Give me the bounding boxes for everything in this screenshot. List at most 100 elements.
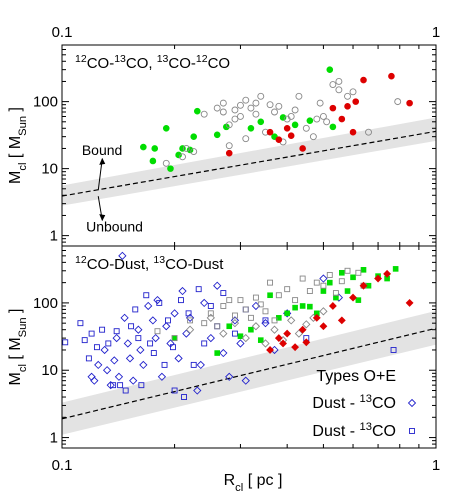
data-point (248, 326, 254, 333)
data-point (320, 282, 327, 289)
legend-title: Types O+E (316, 368, 396, 385)
data-point (85, 355, 92, 362)
data-point (306, 117, 314, 124)
data-point (241, 376, 250, 385)
data-point (299, 275, 306, 282)
data-point (307, 303, 313, 310)
data-point (139, 360, 148, 370)
data-point (134, 325, 143, 334)
data-point (320, 288, 327, 294)
data-point (283, 329, 292, 338)
data-point (267, 279, 274, 286)
plot-area (62, 251, 436, 435)
data-point (329, 123, 337, 131)
panel-title: 12CO-13CO, 13CO-12CO (75, 53, 230, 72)
data-point (349, 293, 357, 302)
data-point (213, 104, 221, 112)
data-point (326, 272, 333, 278)
panel-title-part: 13 (114, 53, 126, 65)
y-axis-label-part: [ M (7, 337, 24, 364)
data-point (149, 157, 157, 165)
data-point (110, 356, 119, 365)
data-point (147, 340, 154, 347)
data-point (292, 297, 299, 304)
data-point (344, 92, 351, 100)
data-point (252, 294, 259, 301)
legend-entry-label-part: 13 (360, 421, 372, 433)
data-point (231, 106, 239, 114)
series-2 (171, 266, 399, 356)
data-point (319, 322, 328, 331)
data-point (266, 128, 274, 136)
data-point (88, 330, 95, 337)
x-tick-label: 0.1 (52, 24, 73, 41)
x-axis-label-part: [ pc ] (243, 472, 282, 489)
data-point (178, 297, 184, 304)
data-point (335, 86, 343, 94)
data-point (171, 387, 178, 394)
data-point (214, 323, 221, 330)
data-point (90, 376, 99, 385)
data-point (207, 310, 214, 317)
x-tick-label: 1 (432, 24, 440, 41)
axis-titles: Rcl [ pc ] (224, 472, 283, 494)
y-axis-label-part: ] (7, 107, 24, 116)
data-point (279, 339, 287, 348)
data-point (295, 92, 303, 100)
data-point (154, 328, 161, 335)
data-point (231, 330, 238, 337)
series-0 (140, 66, 337, 172)
data-point (135, 335, 142, 342)
legend-entry-label-part: CO (372, 423, 396, 440)
legend-marker (407, 398, 417, 408)
data-point (392, 266, 399, 272)
data-point (231, 115, 239, 123)
data-point (207, 303, 214, 309)
data-point (335, 78, 343, 85)
data-point (237, 297, 244, 304)
data-point (262, 317, 269, 324)
y-axis-label-part: [ M (7, 136, 24, 163)
data-point (87, 372, 96, 381)
data-point (161, 361, 168, 368)
data-point (319, 307, 328, 316)
data-point (323, 118, 331, 126)
data-point (344, 267, 351, 274)
data-point (190, 361, 197, 368)
y-axis-label-part: M (7, 372, 24, 385)
data-point (302, 320, 311, 329)
data-point (374, 274, 382, 283)
data-point (77, 320, 84, 327)
data-point (294, 329, 304, 338)
data-point (262, 308, 269, 315)
data-point (225, 142, 233, 150)
data-point (266, 346, 274, 354)
panel-title-part: 13 (153, 254, 165, 266)
data-point (178, 286, 187, 296)
data-point (171, 335, 178, 342)
data-point (138, 382, 145, 389)
data-point (190, 133, 198, 140)
legend-entry-label: Dust - 13CO (312, 421, 396, 440)
x-axis-label-part: cl (235, 482, 243, 494)
y-axis-label-part: Sun (17, 317, 29, 337)
data-point (181, 394, 187, 400)
data-point (312, 313, 321, 322)
y-tick-label: 100 (33, 295, 58, 312)
data-point (113, 328, 120, 335)
data-point (226, 323, 233, 330)
data-point (242, 306, 249, 313)
data-point (291, 121, 299, 129)
data-point (365, 128, 372, 136)
y-axis-label-part: ] (7, 309, 24, 318)
data-point (195, 286, 202, 293)
data-point (252, 99, 260, 107)
data-point (291, 106, 299, 114)
data-point (136, 345, 145, 355)
data-point (287, 316, 296, 325)
data-point (156, 299, 163, 306)
x-tick-label: 1 (432, 457, 440, 474)
data-point (179, 153, 186, 161)
